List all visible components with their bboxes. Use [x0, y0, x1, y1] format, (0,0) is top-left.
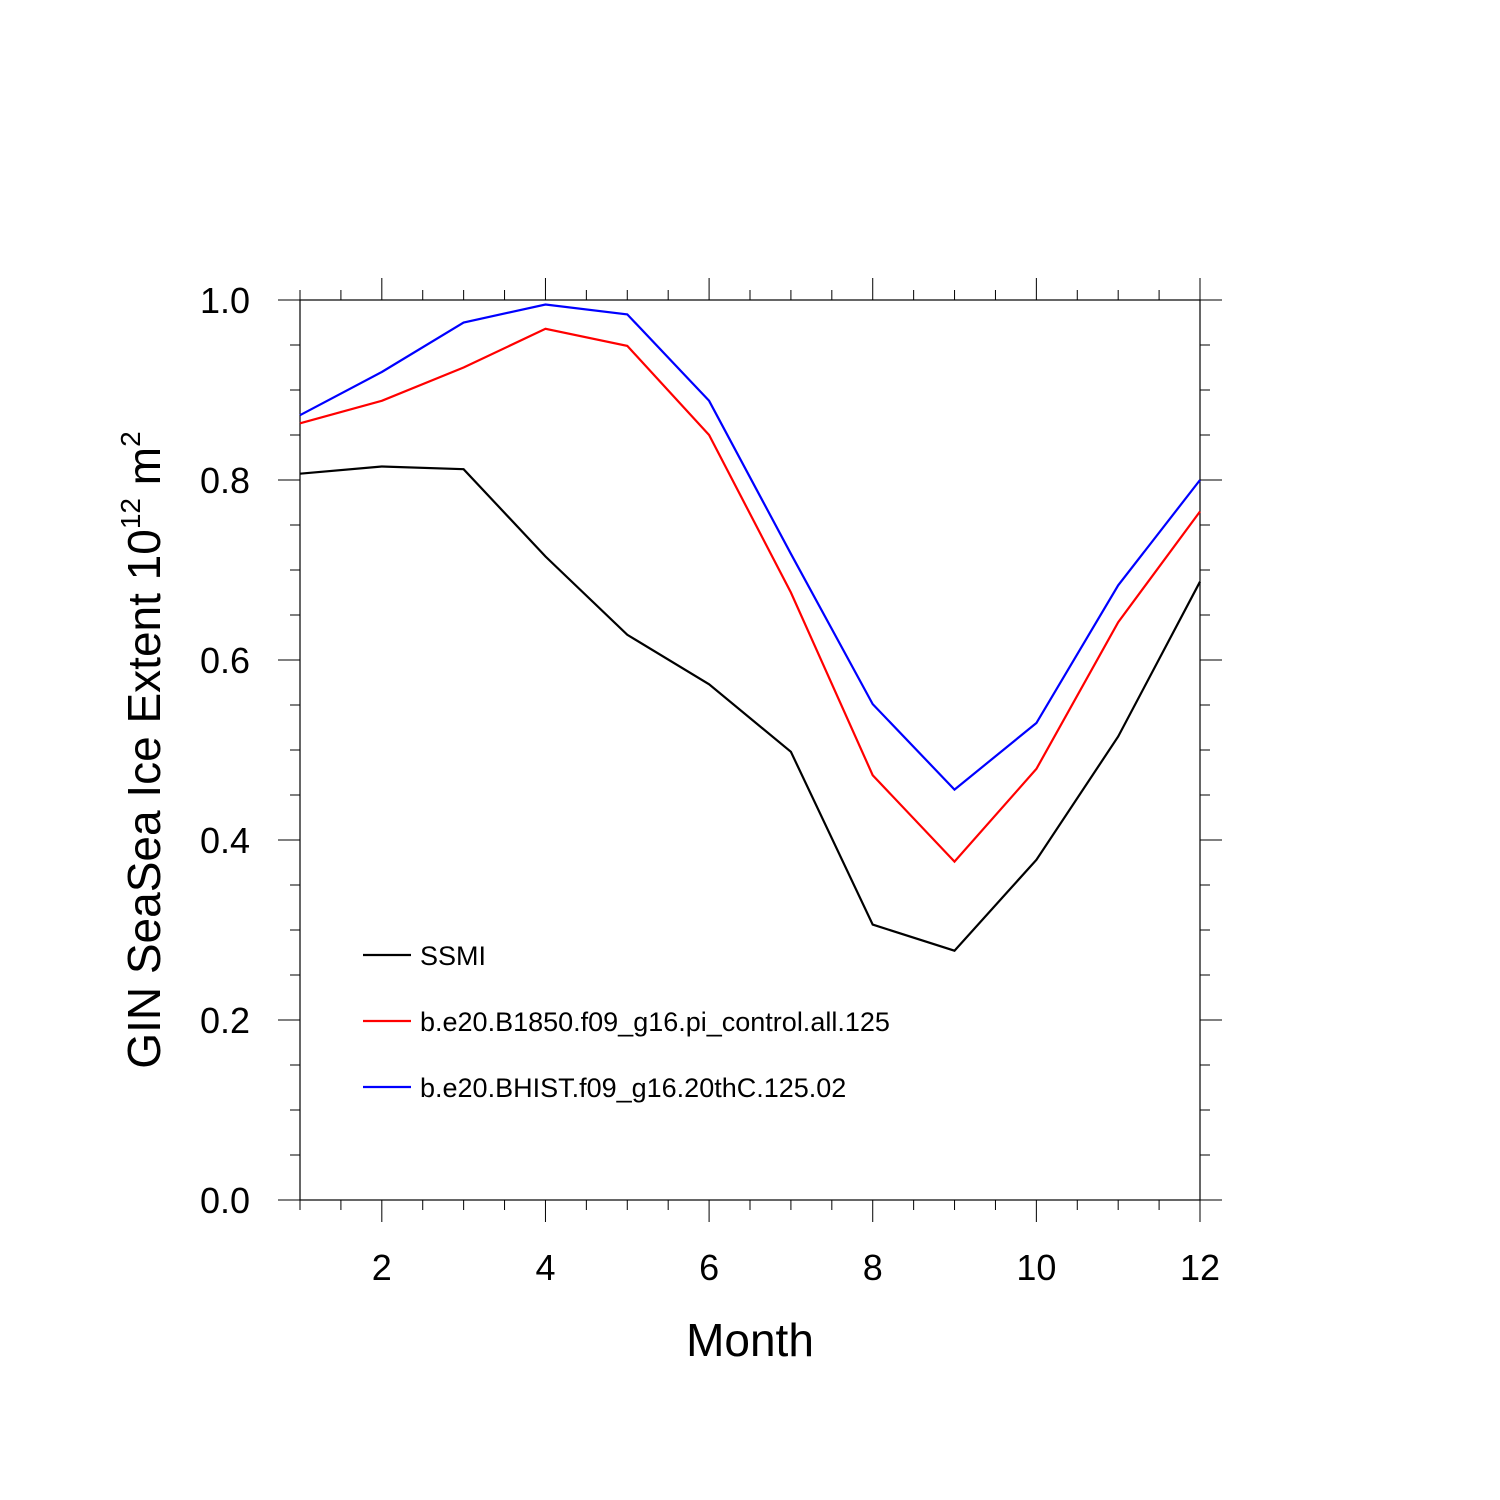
y-tick-label: 0.2: [200, 1000, 250, 1041]
x-tick-label: 12: [1180, 1247, 1220, 1288]
y-tick-label: 1.0: [200, 280, 250, 321]
x-tick-label: 4: [535, 1247, 555, 1288]
series-line-2: [299, 327, 1201, 864]
plot-frame: [299, 299, 1201, 1201]
y-axis-title-unit: m: [118, 447, 170, 498]
y-tick-label: 0.0: [200, 1180, 250, 1221]
tick-labels: 2 4 6 8 10 12 0.0 0.2 0.4 0.6 0.8 1.0: [200, 280, 1220, 1288]
x-tick-label: 10: [1016, 1247, 1056, 1288]
y-axis-title-sup2: 2: [115, 431, 146, 447]
legend-label: SSMI: [420, 941, 486, 971]
x-tick-label: 8: [863, 1247, 883, 1288]
series-line-3: [299, 303, 1201, 792]
y-tick-label: 0.8: [200, 460, 250, 501]
legend: SSMI b.e20.B1850.f09_g16.pi_control.all.1…: [363, 941, 890, 1103]
legend-label: b.e20.BHIST.f09_g16.20thC.125.02: [420, 1073, 846, 1103]
x-axis-title: Month: [686, 1314, 814, 1366]
legend-label: b.e20.B1850.f09_g16.pi_control.all.125: [420, 1007, 890, 1037]
series-line-1: [299, 465, 1201, 952]
x-tick-label: 2: [372, 1247, 392, 1288]
y-axis-title-main: GIN SeaSea Ice Extent 10: [118, 529, 170, 1069]
y-tick-label: 0.6: [200, 640, 250, 681]
axis-ticks: [278, 278, 1222, 1222]
x-tick-label: 6: [699, 1247, 719, 1288]
series-lines: [299, 303, 1201, 952]
y-axis-title: GIN SeaSea Ice Extent 1012 m2: [115, 431, 170, 1068]
y-axis-title-sup1: 12: [115, 498, 146, 529]
y-tick-label: 0.4: [200, 820, 250, 861]
